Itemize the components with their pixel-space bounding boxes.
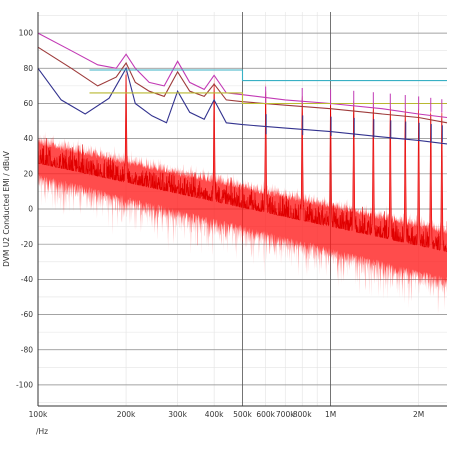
- y-tick-label: 100: [19, 29, 34, 38]
- x-tick-label: 300k: [168, 410, 187, 419]
- x-tick-label: 2M: [413, 410, 424, 419]
- spectrum-trace: [37, 74, 448, 253]
- x-tick-label: 700k: [276, 410, 295, 419]
- y-tick-label: -40: [21, 275, 33, 284]
- y-tick-label: -60: [21, 310, 33, 319]
- x-tick-label: 100k: [29, 410, 48, 419]
- x-tick-label: 500k: [233, 410, 252, 419]
- series-brown: [37, 46, 448, 124]
- x-axis-label: /Hz: [36, 427, 48, 436]
- y-tick-label: 20: [23, 169, 33, 178]
- x-tick-label: 600k: [256, 410, 275, 419]
- x-tick-label: 400k: [205, 410, 224, 419]
- y-axis-label: DVM U2 Conducted EMI / dBuV: [2, 150, 11, 267]
- series-limit_cyan: [89, 69, 447, 82]
- envelope-series: [37, 32, 448, 145]
- y-tick-label: 40: [23, 134, 33, 143]
- emi-spectrum-series: [37, 64, 448, 316]
- y-tick-label: -80: [21, 345, 33, 354]
- y-tick-label: -100: [16, 380, 33, 389]
- y-tick-label: 80: [23, 64, 33, 73]
- y-tick-label: 0: [28, 205, 33, 214]
- plot-frame: [37, 12, 447, 407]
- x-tick-label: 200k: [117, 410, 136, 419]
- x-tick-label: 800k: [293, 410, 312, 419]
- y-tick-label: -20: [21, 240, 33, 249]
- tick-labels: 100 80 60 40 20 0 -20 -40 -60 -80 -100 100k 200k 300k…: [16, 29, 424, 419]
- y-tick-label: 60: [23, 99, 33, 108]
- x-tick-label: 1M: [325, 410, 336, 419]
- series-limit_olive: [89, 92, 447, 105]
